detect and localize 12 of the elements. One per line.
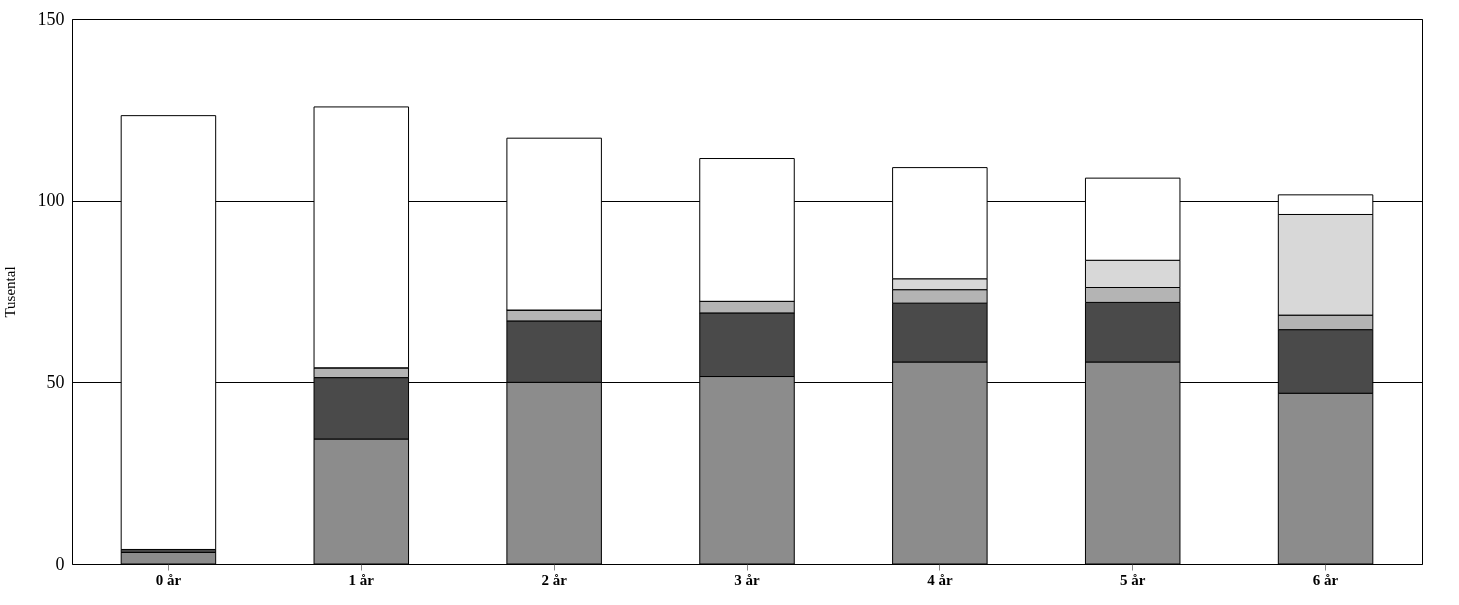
y-tick-label: 50 [46, 371, 65, 392]
x-tick-label: 4 år [927, 571, 953, 588]
x-tick-label: 0 år [155, 571, 182, 588]
x-tick-label: 1 år [348, 571, 375, 588]
y-axis-title: Tusental [1, 266, 18, 318]
y-tick-label: 100 [37, 190, 65, 211]
y-tick-label: 0 [55, 553, 65, 574]
x-tick-label: 6 år [1312, 571, 1339, 588]
x-tick-label: 5 år [1120, 571, 1146, 588]
y-tick-label: 150 [37, 8, 65, 29]
x-tick-label: 3 år [734, 571, 761, 588]
x-tick-label: 2 år [541, 571, 568, 588]
